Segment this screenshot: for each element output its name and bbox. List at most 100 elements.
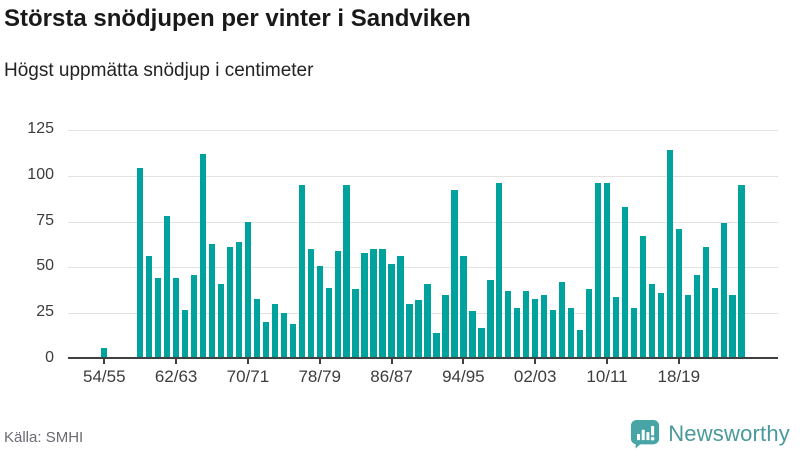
- x-axis-line: [68, 357, 778, 359]
- bar: [702, 247, 709, 359]
- bar: [487, 280, 494, 359]
- source-note: Källa: SMHI: [4, 429, 84, 446]
- bar: [657, 293, 665, 359]
- gridline: [68, 221, 778, 223]
- tick-mark: [462, 359, 465, 364]
- bar: [666, 150, 674, 359]
- bar: [469, 311, 476, 359]
- bar: [478, 327, 485, 359]
- bar: [190, 274, 198, 359]
- newsworthy-logo[interactable]: Newsworthy: [630, 419, 790, 449]
- bar: [442, 294, 449, 359]
- bar: [514, 307, 521, 359]
- y-tick-label: 50: [36, 257, 54, 275]
- x-tick-label: 94/95: [442, 367, 485, 386]
- x-tick-label: 54/55: [83, 367, 126, 386]
- x-tick-label: 10/11: [586, 367, 628, 386]
- bar: [531, 298, 539, 359]
- gridline: [68, 175, 778, 177]
- bar: [145, 256, 153, 359]
- tick-mark: [534, 359, 537, 364]
- bar: [217, 283, 225, 359]
- bar: [415, 300, 422, 359]
- bar: [675, 228, 683, 359]
- x-tick-label: 18/19: [657, 367, 701, 386]
- tick-mark: [246, 359, 249, 364]
- chart-subtitle: Högst uppmätta snödjup i centimeter: [4, 60, 314, 81]
- bar: [325, 287, 332, 359]
- tick-mark: [606, 359, 608, 364]
- bar: [379, 249, 386, 359]
- bar: [639, 236, 647, 359]
- bar: [226, 247, 234, 359]
- y-tick-label: 125: [27, 120, 54, 137]
- bar: [406, 304, 413, 359]
- gridline: [68, 313, 778, 315]
- x-tick-label: 78/79: [298, 367, 341, 386]
- bar: [388, 263, 395, 359]
- bar: [576, 329, 584, 359]
- x-tick-label: 62/63: [154, 367, 198, 386]
- bar: [181, 309, 189, 359]
- bar: [208, 243, 216, 359]
- page-title: Största snödjupen per vinter i Sandviken: [4, 5, 471, 32]
- bar: [352, 289, 359, 359]
- bar: [244, 221, 252, 359]
- bar: [505, 291, 512, 359]
- x-tick-label: 02/03: [513, 367, 557, 386]
- y-tick-label: 25: [36, 303, 54, 321]
- bar: [262, 322, 270, 359]
- bar: [630, 307, 638, 359]
- bar: [496, 183, 503, 359]
- bar: [316, 265, 323, 359]
- bar: [280, 313, 288, 359]
- bar: [540, 294, 548, 359]
- bar: [101, 348, 108, 359]
- tick-mark: [175, 359, 178, 364]
- bar: [424, 283, 431, 359]
- bar: [137, 168, 144, 359]
- gridline: [68, 267, 778, 269]
- bar: [558, 282, 566, 359]
- bar: [235, 241, 243, 359]
- bar: [433, 333, 440, 359]
- gridline: [68, 130, 778, 131]
- bar: [199, 153, 207, 359]
- bar: [451, 190, 458, 359]
- tick-mark: [677, 359, 680, 364]
- y-tick-label: 75: [36, 211, 54, 229]
- bar-chart-speech-bubble-icon: [630, 419, 660, 449]
- x-tick-label: 86/87: [370, 367, 413, 386]
- y-tick-label: 0: [45, 349, 54, 366]
- bar: [585, 289, 593, 359]
- bar: [154, 278, 162, 359]
- tick-mark: [390, 359, 393, 364]
- bar: [594, 183, 602, 359]
- bar: [738, 184, 745, 359]
- bar: [361, 252, 368, 359]
- bar: [549, 309, 557, 359]
- bar: [334, 250, 341, 359]
- bar: [612, 296, 620, 359]
- bar: [370, 249, 377, 359]
- bar: [729, 294, 736, 359]
- bar: [693, 274, 700, 359]
- bar: [567, 307, 575, 359]
- bar: [253, 298, 261, 359]
- bar: [621, 206, 629, 359]
- bar: [720, 223, 727, 359]
- bar: [289, 324, 296, 359]
- bar: [307, 249, 314, 359]
- tick-mark: [103, 359, 106, 364]
- bar: [460, 256, 467, 359]
- plot-area: [68, 130, 778, 359]
- bar: [523, 291, 530, 359]
- bar: [684, 294, 691, 359]
- bar: [397, 256, 404, 359]
- y-tick-label: 100: [27, 165, 54, 183]
- x-tick-label: 70/71: [226, 367, 270, 386]
- bar: [603, 183, 611, 359]
- bar: [172, 278, 180, 359]
- tick-mark: [318, 359, 321, 364]
- bar: [648, 283, 656, 359]
